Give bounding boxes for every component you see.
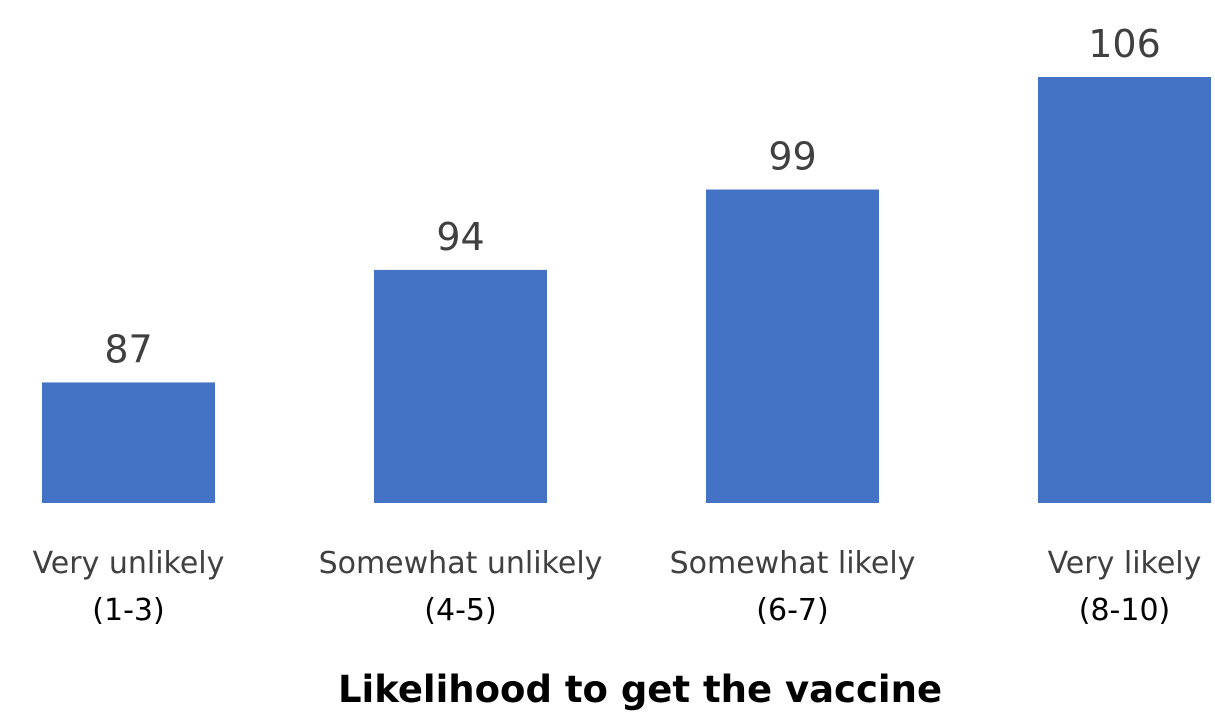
data-label-3: 99 [768,135,816,179]
category-range-3: (6-7) [756,593,828,628]
bars-group [42,77,1211,503]
category-label-4: Very likely [1048,546,1202,581]
category-label-2: Somewhat unlikely [319,546,603,581]
category-range-2: (4-5) [424,593,496,628]
x-axis-title: Likelihood to get the vaccine [338,668,942,711]
category-label-1: Very unlikely [33,546,225,581]
bar-1 [42,382,215,503]
category-range-1: (1-3) [92,593,164,628]
category-labels-group: Very unlikely (1-3) Somewhat unlikely (4-5)… [33,546,1202,628]
value-labels-group: 87 94 99 106 [104,22,1160,371]
bar-2 [374,269,547,503]
category-range-4: (8-10) [1079,593,1171,628]
category-label-3: Somewhat likely [670,546,916,581]
data-label-2: 94 [436,215,484,259]
bar-3 [706,189,879,503]
data-label-4: 106 [1088,22,1161,66]
data-label-1: 87 [104,327,152,371]
bar-4 [1038,77,1211,503]
